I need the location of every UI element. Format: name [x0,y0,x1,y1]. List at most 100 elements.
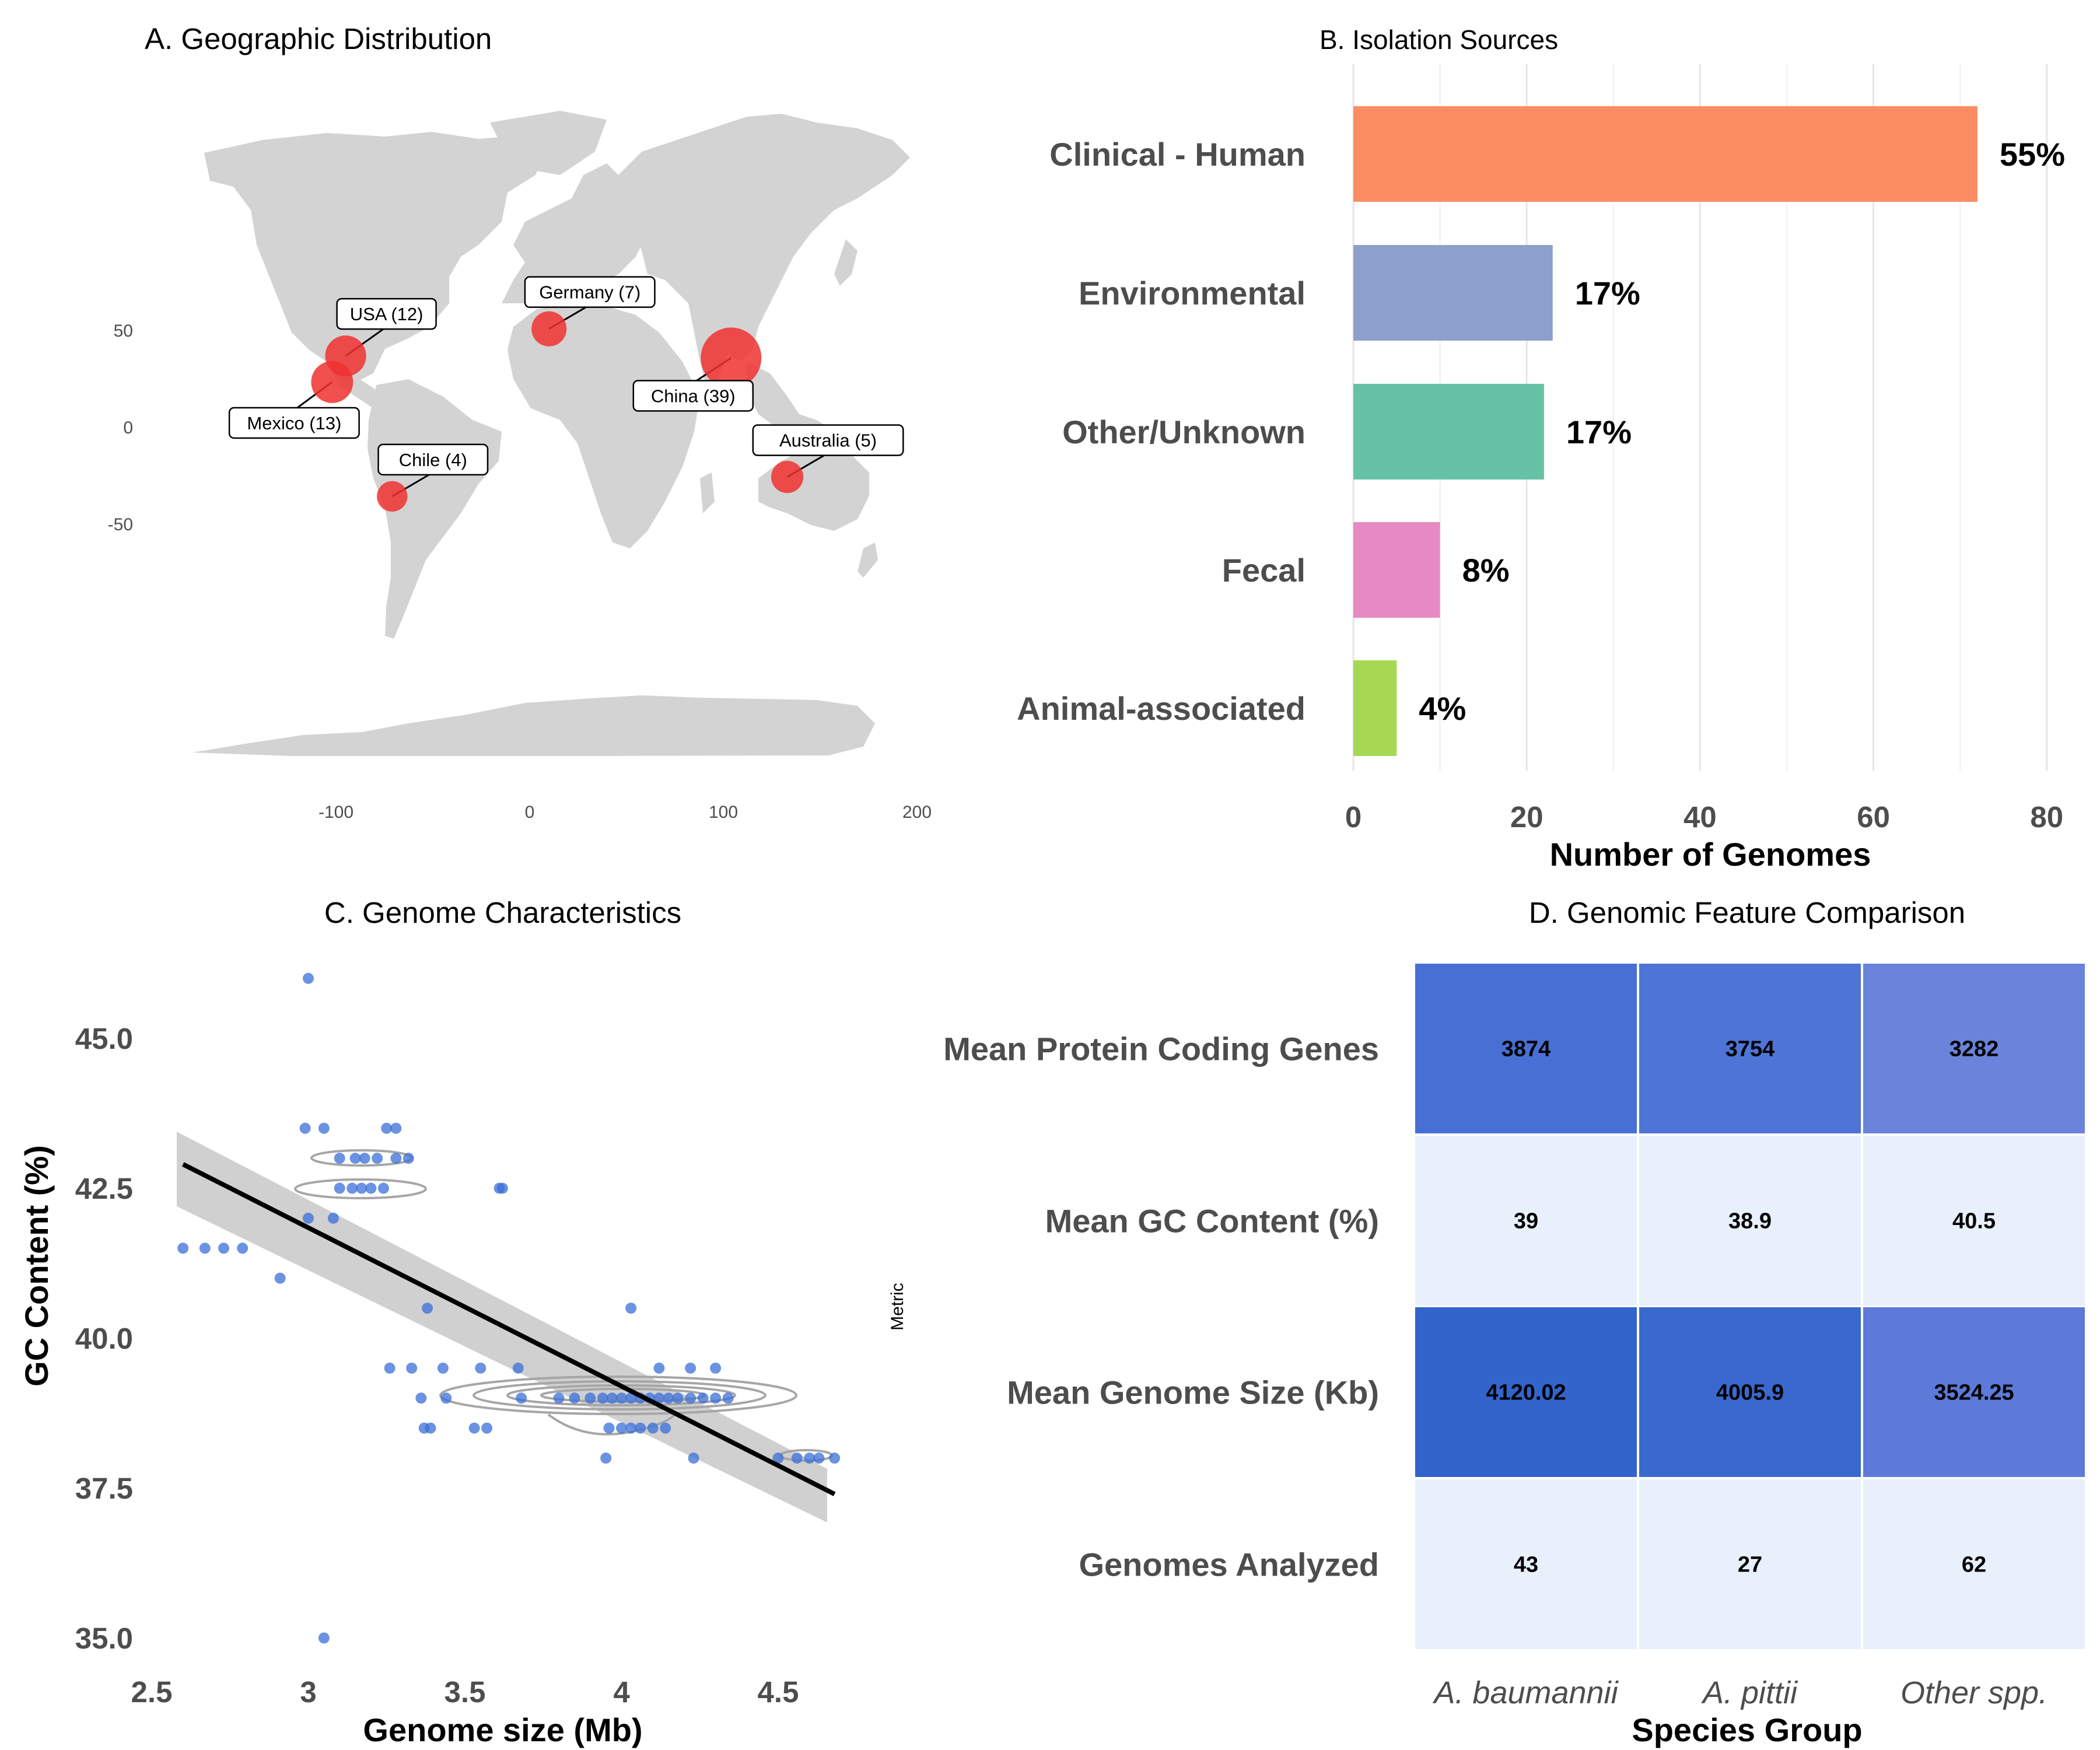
heatmap-cell-value: 27 [1738,1553,1762,1577]
scatter-point [616,1422,627,1434]
bar-category-label: Environmental [1079,275,1306,312]
bar-x-tick-label: 0 [1345,800,1362,834]
heatmap-cell-value: 3524.25 [1934,1381,2014,1405]
panel-a-geographic-distribution: A. Geographic Distribution -100 0 100 200 5… [108,22,932,822]
heatmap-cell [1863,964,2085,1133]
scatter-point [603,1422,615,1434]
map-southeast-asia [747,362,834,443]
scatter-point [346,1182,358,1194]
bar-series: Clinical - Human 55% Environmental 17% Other… [1017,106,2065,756]
scatter-y-tick-label: 45.0 [75,1022,133,1055]
map-new-zealand [858,542,878,578]
scatter-point [415,1392,427,1404]
scatter-point [635,1422,646,1434]
trend-line [181,1162,836,1496]
heatmap-column-labels: A. baumannii A. pittii Other spp. [1432,1675,2048,1710]
scatter-point [625,1422,637,1434]
map-north-america [204,132,548,382]
map-y-tick-label: 50 [114,321,133,341]
map-greenland [490,111,607,175]
scatter-point [425,1422,436,1434]
map-alaska [204,146,257,187]
scatter-point [218,1242,230,1254]
heatmap-cell-value: 4120.02 [1486,1381,1566,1405]
map-x-tick-label: 0 [525,803,535,822]
scatter-point [177,1242,189,1254]
scatter-x-tick-label: 4 [613,1675,630,1709]
map-point-label: Chile (4) [399,450,467,470]
bar-value-label: 17% [1575,275,1640,312]
bar-x-tick-label: 40 [1684,800,1717,834]
bar-value-label: 55% [2000,136,2065,173]
density-contour [547,1410,678,1436]
scatter-point [475,1362,487,1374]
heatmap-cell [1415,964,1637,1133]
heatmap-cell-value: 43 [1514,1553,1538,1577]
scatter-point [722,1392,734,1404]
map-point [377,481,408,512]
scatter-points [177,972,841,1644]
scatter-point [660,1422,671,1434]
scatter-y-tick-label: 40.0 [75,1322,133,1355]
heatmap-cell [1639,964,1861,1133]
scatter-point [334,1182,345,1194]
scatter-point [829,1452,841,1464]
bar-category-label: Clinical - Human [1049,136,1306,173]
heatmap-cell-value: 62 [1962,1553,1986,1577]
heatmap-cell-value: 3874 [1502,1037,1551,1062]
scatter-point [237,1242,249,1254]
map-x-tick-label: 100 [709,803,738,822]
scatter-point [688,1452,699,1464]
heatmap-cells: 3874 3754 3282 39 38.9 40.5 4120.02 4005.9 3524.… [1415,964,2085,1649]
heatmap-cell-value: 4005.9 [1716,1381,1784,1405]
heatmap-row-label: Mean Protein Coding Genes [943,1031,1379,1068]
density-contour [294,1178,427,1199]
bar [1353,245,1553,341]
scatter-point [625,1303,637,1314]
scatter-x-tick-label: 3.5 [444,1675,486,1709]
map-japan [834,239,858,286]
scatter-point [406,1362,418,1374]
scatter-point [390,1122,402,1134]
panel-b-title: B. Isolation Sources [1320,24,1558,55]
scatter-y-tick-label: 35.0 [75,1622,133,1655]
scatter-point [318,1632,330,1644]
heatmap-cell [1639,1307,1861,1477]
scatter-point [672,1392,684,1404]
scatter-point [600,1452,612,1464]
scatter-point [772,1452,784,1464]
heatmap-cell-value: 3754 [1726,1037,1775,1062]
scatter-point [685,1362,696,1374]
scatter-point [697,1392,709,1404]
bar-x-tick-label: 60 [1857,800,1890,834]
scatter-point [710,1392,722,1404]
scatter-y-axis-label: GC Content (%) [18,1145,55,1387]
scatter-point [437,1362,449,1374]
scatter-point [663,1392,674,1404]
map-europe [502,163,648,303]
scatter-point [334,1153,345,1164]
scatter-point [553,1392,565,1404]
scatter-x-ticks: 2.5 3 3.5 4 4.5 [131,1675,799,1709]
panel-d-title: D. Genomic Feature Comparison [1529,896,1965,929]
map-asia [618,114,910,362]
scatter-point [584,1392,596,1404]
map-point-label: Mexico (13) [247,413,341,433]
heatmap-column-label: A. pittii [1701,1675,1798,1710]
map-point [771,461,804,494]
scatter-x-axis-label: Genome size (Mb) [363,1712,642,1748]
heatmap-row-label: Genomes Analyzed [1079,1546,1379,1583]
panel-a-title: A. Geographic Distribution [145,22,492,55]
bar [1353,522,1440,618]
scatter-x-tick-label: 4.5 [758,1675,799,1709]
panel-c-title: C. Genome Characteristics [324,896,681,929]
scatter-point [791,1452,803,1464]
scatter-point [365,1182,377,1194]
scatter-y-tick-label: 42.5 [75,1172,133,1205]
bar-x-tick-label: 80 [2030,800,2063,834]
map-point-label-box [377,443,489,476]
scatter-point [303,1212,314,1224]
map-point-label-box [228,407,360,439]
scatter-point [616,1392,627,1404]
